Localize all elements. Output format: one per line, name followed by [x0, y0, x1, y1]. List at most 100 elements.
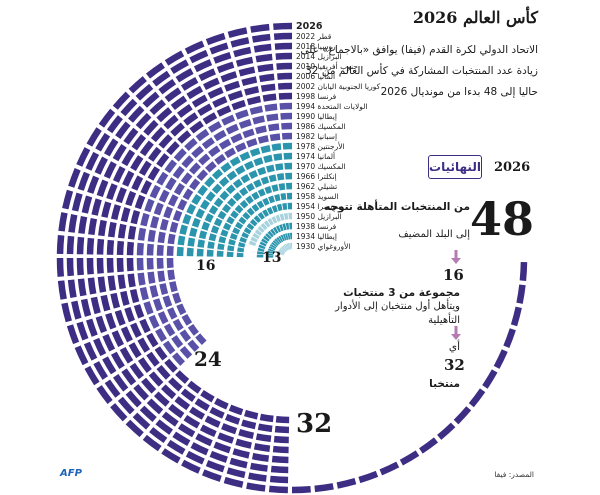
- team-segment: [106, 183, 118, 201]
- team-segment: [493, 349, 508, 369]
- team-segment: [176, 303, 187, 316]
- groups-line1: مجموعة من 3 منتخبات: [343, 287, 460, 299]
- team-segment: [61, 302, 72, 323]
- team-segment: [148, 314, 160, 329]
- team-segment: [57, 280, 67, 300]
- band-labels: 13 16 24 32: [194, 250, 332, 439]
- team-segment: [133, 384, 150, 401]
- team-segment: [217, 432, 235, 444]
- team-segment: [220, 162, 232, 173]
- team-segment: [379, 461, 400, 476]
- team-segment: [189, 227, 198, 238]
- team-segment: [253, 215, 262, 223]
- team-segment: [225, 184, 236, 195]
- team-segment: [157, 311, 169, 325]
- team-segment: [165, 177, 177, 191]
- edition-ring-2018: [76, 42, 293, 474]
- groups-number: 16: [443, 266, 464, 284]
- team-segment: [257, 188, 266, 197]
- team-segment: [205, 460, 225, 473]
- team-segment: [184, 40, 205, 55]
- team-segment: [188, 162, 201, 175]
- team-segment: [276, 62, 293, 70]
- edition-ring-1954: [236, 202, 293, 258]
- team-segment: [235, 109, 249, 120]
- team-segment: [183, 414, 201, 429]
- team-segment: [126, 257, 134, 272]
- team-segment: [143, 119, 159, 136]
- team-segment: [503, 328, 516, 349]
- edition-label-1986: 1986 المكسيك: [296, 122, 346, 131]
- team-segment: [196, 169, 209, 182]
- team-segment: [93, 361, 109, 380]
- team-segment: [197, 184, 208, 197]
- team-segment: [257, 423, 273, 433]
- team-segment: [175, 68, 194, 83]
- team-segment: [254, 229, 263, 236]
- edition-label-1954: 1954 سويسرا: [296, 202, 343, 211]
- team-segment: [204, 213, 214, 223]
- teams-number: 32: [444, 356, 465, 374]
- team-segment: [268, 485, 288, 494]
- edition-ring-1974: [186, 152, 293, 257]
- team-segment: [182, 188, 194, 201]
- team-segment: [246, 138, 258, 148]
- team-segment: [128, 342, 142, 359]
- team-segment: [163, 323, 176, 337]
- team-segment: [262, 209, 270, 218]
- team-segment: [138, 160, 152, 176]
- team-segment: [274, 194, 281, 202]
- team-segment: [131, 175, 144, 191]
- team-segment: [85, 151, 100, 171]
- team-segment: [264, 103, 278, 112]
- edition-ring-1982: [166, 132, 293, 345]
- groups-line2: ويتأهل أول منتخبان إلى الأدوار التأهيلية: [335, 301, 460, 326]
- team-segment: [145, 62, 165, 79]
- team-segment: [249, 147, 261, 157]
- team-segment: [250, 236, 258, 243]
- team-segment: [282, 233, 287, 241]
- team-segment: [240, 173, 251, 184]
- team-segment: [120, 290, 130, 306]
- team-segment: [129, 362, 145, 380]
- team-segment: [156, 171, 169, 186]
- team-segment: [232, 227, 241, 235]
- team-segment: [86, 237, 95, 255]
- edition-rings: [56, 22, 528, 494]
- edition-label-1994: 1994 الولايات المتحدة: [296, 102, 368, 111]
- team-segment: [232, 448, 250, 459]
- team-segment: [271, 455, 289, 464]
- team-segment: [146, 351, 160, 367]
- team-segment: [128, 76, 147, 94]
- team-segment: [213, 129, 227, 142]
- team-segment: [198, 153, 211, 166]
- team-segment: [204, 176, 216, 188]
- team-segment: [106, 115, 123, 134]
- edition-label-1990: 1990 إيطاليا: [296, 112, 337, 121]
- team-segment: [134, 194, 146, 210]
- team-segment: [181, 459, 201, 474]
- edition-label-1966: 1966 إنكلترا: [296, 172, 337, 181]
- edition-ring-2006: [106, 72, 293, 444]
- team-segment: [274, 238, 281, 245]
- team-segment: [137, 337, 151, 353]
- team-segment: [166, 439, 186, 455]
- team-segment: [234, 204, 244, 214]
- team-segment: [101, 201, 112, 218]
- team-segment: [238, 241, 246, 248]
- team-segment: [238, 216, 247, 225]
- team-segment: [156, 244, 164, 256]
- team-segment: [146, 398, 164, 415]
- team-segment: [204, 415, 221, 428]
- team-segment: [276, 203, 283, 212]
- team-segment: [241, 76, 258, 87]
- team-segment: [171, 335, 184, 349]
- team-segment: [233, 46, 252, 58]
- team-segment: [255, 125, 267, 135]
- team-segment: [271, 184, 279, 192]
- team-segment: [139, 405, 157, 422]
- team-segment: [198, 68, 216, 82]
- edition-ring-1950: [248, 212, 293, 247]
- edition-label-1982: 1982 إسبانيا: [296, 132, 337, 141]
- team-segment: [191, 145, 204, 159]
